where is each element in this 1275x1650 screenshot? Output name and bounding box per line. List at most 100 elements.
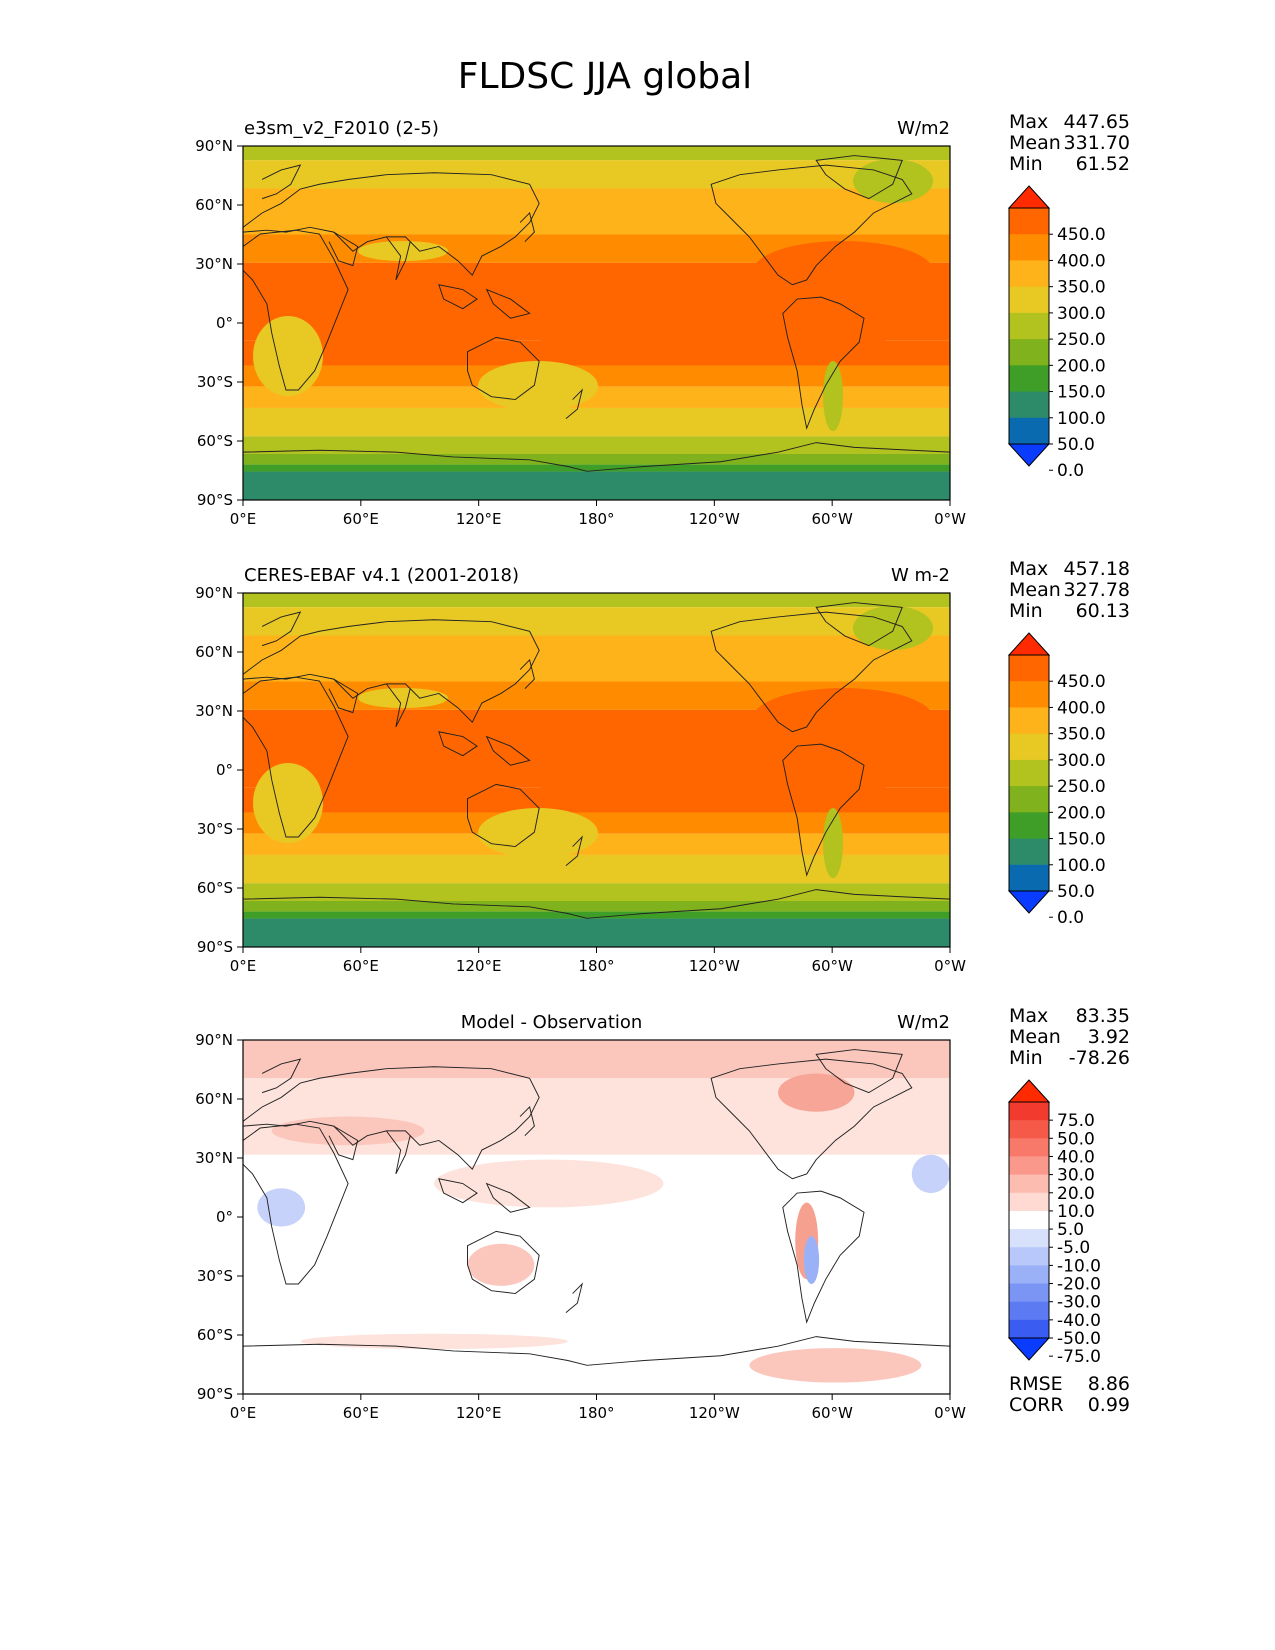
colorbar-tick-label: 50.0 bbox=[1057, 1129, 1095, 1149]
colorbar-tick-label: 250.0 bbox=[1057, 777, 1106, 797]
x-tick-label: 0°W bbox=[934, 1404, 966, 1422]
panel-3: 0°E 60°E 120°E 180° 120°W 60°W 0°W 90°N 60°N 30°N… bbox=[195, 1005, 1130, 1422]
colorbar-tick-label: 400.0 bbox=[1057, 251, 1106, 271]
colorbar-tick-label: 40.0 bbox=[1057, 1147, 1095, 1167]
colorbar-tick-label: 250.0 bbox=[1057, 330, 1106, 350]
units-label: W m-2 bbox=[891, 565, 950, 586]
colorbar-tick-label: -50.0 bbox=[1057, 1329, 1101, 1349]
stat-value: 3.92 bbox=[1088, 1026, 1130, 1048]
stat-label: Max bbox=[1009, 111, 1048, 133]
colorbar-tick-label: 200.0 bbox=[1057, 803, 1106, 823]
panel-title: Model - Observation bbox=[461, 1012, 643, 1033]
x-tick-label: 120°W bbox=[689, 957, 740, 975]
stat-label: Min bbox=[1009, 153, 1043, 175]
colorbar-tick-label: 150.0 bbox=[1057, 383, 1106, 403]
x-tick-label: 60°E bbox=[343, 1404, 379, 1422]
colorbar-tick-label: 0.0 bbox=[1057, 908, 1084, 928]
x-tick-label: 120°E bbox=[456, 957, 502, 975]
y-tick-label: 90°S bbox=[197, 1385, 233, 1403]
x-tick-label: 120°W bbox=[689, 1404, 740, 1422]
colorbar: 450.0 400.0 350.0 300.0 250.0 200.0 150.0 100.0… bbox=[1007, 185, 1106, 481]
stat-label: Min bbox=[1009, 1047, 1043, 1069]
x-tick-label: 60°W bbox=[811, 957, 853, 975]
y-tick-label: 0° bbox=[216, 761, 233, 779]
units-label: W/m2 bbox=[897, 1012, 950, 1033]
y-tick-label: 90°S bbox=[197, 491, 233, 509]
footer-stat-value: 8.86 bbox=[1088, 1373, 1130, 1395]
stat-value: 331.70 bbox=[1064, 132, 1130, 154]
x-tick-label: 0°E bbox=[230, 957, 257, 975]
stat-label: Max bbox=[1009, 558, 1048, 580]
y-tick-label: 30°N bbox=[195, 255, 233, 273]
y-tick-label: 30°S bbox=[197, 373, 233, 391]
stat-value: 457.18 bbox=[1064, 558, 1130, 580]
y-tick-label: 30°S bbox=[197, 820, 233, 838]
colorbar-tick-label: 300.0 bbox=[1057, 751, 1106, 771]
colorbar-tick-label: 10.0 bbox=[1057, 1202, 1095, 1222]
colorbar-tick-label: -75.0 bbox=[1057, 1347, 1101, 1367]
colorbar-tick-label: 0.0 bbox=[1057, 461, 1084, 481]
y-tick-label: 60°S bbox=[197, 879, 233, 897]
stat-label: Mean bbox=[1009, 579, 1061, 601]
colorbar-tick-label: -40.0 bbox=[1057, 1311, 1101, 1331]
map-field bbox=[243, 1040, 950, 1394]
x-tick-label: 0°W bbox=[934, 957, 966, 975]
stat-label: Max bbox=[1009, 1005, 1048, 1027]
map-field bbox=[243, 593, 950, 947]
y-tick-label: 0° bbox=[216, 1208, 233, 1226]
stat-label: Mean bbox=[1009, 1026, 1061, 1048]
stat-value: 83.35 bbox=[1076, 1005, 1130, 1027]
colorbar-tick-label: -20.0 bbox=[1057, 1275, 1101, 1295]
footer-stat-label: CORR bbox=[1009, 1394, 1064, 1416]
x-tick-label: 60°W bbox=[811, 510, 853, 528]
y-tick-label: 90°N bbox=[195, 584, 233, 602]
colorbar: 75.050.040.030.020.010.05.0-5.0-10.0-20.… bbox=[1007, 1079, 1101, 1367]
colorbar-tick-label: 450.0 bbox=[1057, 225, 1106, 245]
colorbar-tick-label: 100.0 bbox=[1057, 409, 1106, 429]
colorbar-tick-label: 5.0 bbox=[1057, 1220, 1084, 1240]
figure-title: FLDSC JJA global bbox=[458, 56, 752, 97]
y-tick-label: 90°N bbox=[195, 1031, 233, 1049]
y-tick-label: 60°N bbox=[195, 1090, 233, 1108]
colorbar-tick-label: 100.0 bbox=[1057, 856, 1106, 876]
y-tick-label: 90°S bbox=[197, 938, 233, 956]
x-tick-label: 60°E bbox=[343, 510, 379, 528]
colorbar-tick-label: 350.0 bbox=[1057, 278, 1106, 298]
stat-value: -78.26 bbox=[1069, 1047, 1130, 1069]
colorbar-tick-label: 20.0 bbox=[1057, 1184, 1095, 1204]
panel-name: CERES-EBAF v4.1 (2001-2018) bbox=[244, 565, 519, 586]
panel-2: 0°E 60°E 120°E 180° 120°W 60°W 0°W 90°N 60°N 30°N… bbox=[195, 558, 1130, 975]
x-tick-label: 120°E bbox=[456, 1404, 502, 1422]
colorbar-tick-label: 350.0 bbox=[1057, 725, 1106, 745]
colorbar-tick-label: 30.0 bbox=[1057, 1166, 1095, 1186]
x-tick-label: 180° bbox=[578, 510, 614, 528]
x-tick-label: 0°E bbox=[230, 1404, 257, 1422]
colorbar-tick-label: 150.0 bbox=[1057, 830, 1106, 850]
stat-value: 327.78 bbox=[1064, 579, 1130, 601]
x-tick-label: 0°E bbox=[230, 510, 257, 528]
footer-stat-value: 0.99 bbox=[1088, 1394, 1130, 1416]
colorbar-tick-label: 200.0 bbox=[1057, 356, 1106, 376]
x-tick-label: 180° bbox=[578, 1404, 614, 1422]
colorbar-tick-label: -5.0 bbox=[1057, 1238, 1090, 1258]
colorbar-tick-label: 50.0 bbox=[1057, 435, 1095, 455]
y-tick-label: 60°S bbox=[197, 432, 233, 450]
colorbar-tick-label: 75.0 bbox=[1057, 1111, 1095, 1131]
panel-name: e3sm_v2_F2010 (2-5) bbox=[244, 118, 439, 139]
x-tick-label: 60°W bbox=[811, 1404, 853, 1422]
y-tick-label: 30°N bbox=[195, 1149, 233, 1167]
x-tick-label: 0°W bbox=[934, 510, 966, 528]
units-label: W/m2 bbox=[897, 118, 950, 139]
colorbar-tick-label: -30.0 bbox=[1057, 1293, 1101, 1313]
x-tick-label: 60°E bbox=[343, 957, 379, 975]
stat-value: 61.52 bbox=[1076, 153, 1130, 175]
colorbar-tick-label: -10.0 bbox=[1057, 1256, 1101, 1276]
y-tick-label: 60°S bbox=[197, 1326, 233, 1344]
panel-1: 0°E 60°E 120°E 180° 120°W 60°W 0°W 90°N 60°N 30°N… bbox=[195, 111, 1130, 528]
x-tick-label: 180° bbox=[578, 957, 614, 975]
y-tick-label: 30°S bbox=[197, 1267, 233, 1285]
y-tick-label: 30°N bbox=[195, 702, 233, 720]
stat-label: Min bbox=[1009, 600, 1043, 622]
stat-value: 60.13 bbox=[1076, 600, 1130, 622]
